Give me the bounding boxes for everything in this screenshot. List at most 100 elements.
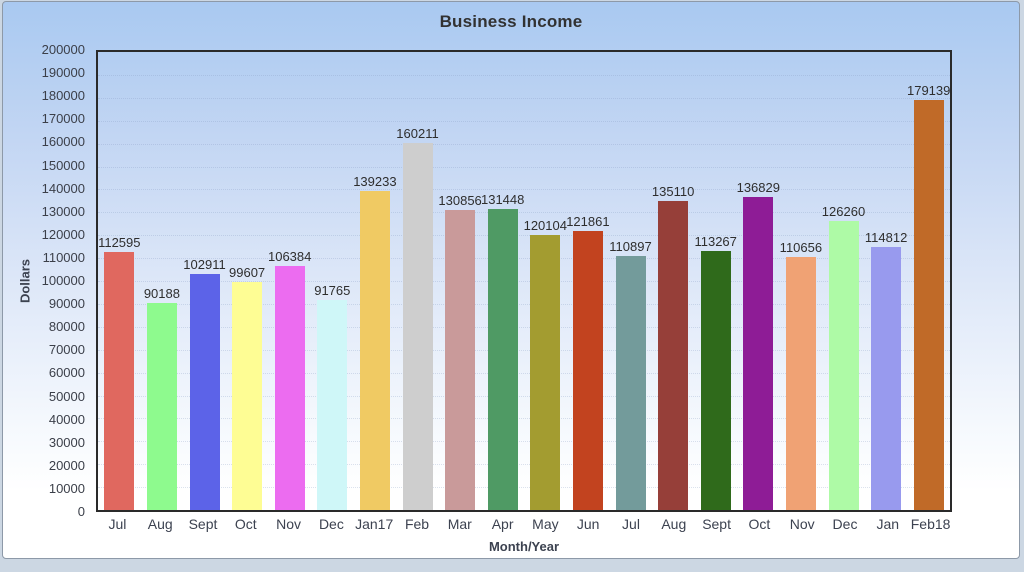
x-tick-label: May [532, 516, 559, 532]
plot-area: 112595 90188 102911 99607 106384 91765 139233 1… [96, 50, 952, 512]
y-tick-label: 80000 [48, 319, 85, 335]
y-tick-label: 180000 [41, 88, 85, 104]
bar-19-feb18 [913, 99, 944, 510]
bar-value-label: 112595 [98, 235, 141, 251]
x-tick-label: Jul [622, 516, 640, 532]
bar-6-jan17 [359, 191, 390, 510]
x-tick-label: Nov [789, 516, 815, 532]
bar-value-label: 120104 [523, 217, 567, 233]
gridline [98, 166, 950, 168]
bar-13-aug [658, 200, 689, 510]
bar-value-label: 90188 [143, 286, 180, 302]
x-tick-label: Nov [276, 516, 302, 532]
x-axis-title: Month/Year [488, 539, 560, 554]
gridline [98, 143, 950, 145]
bar-18-jan [871, 247, 902, 510]
bar-value-label: 99607 [229, 264, 266, 280]
bar-value-label: 113267 [694, 233, 737, 249]
x-tick-label: Jun [576, 516, 600, 532]
y-tick-label: 60000 [48, 365, 85, 381]
gridline [98, 418, 950, 420]
gridline [98, 281, 950, 282]
y-tick-label: 130000 [41, 203, 85, 219]
y-tick-label: 140000 [41, 180, 85, 196]
x-tick-label: Oct [234, 516, 257, 532]
x-tick-label: Jan [876, 516, 900, 532]
bar-10-may [530, 234, 561, 510]
x-tick-label: Jul [108, 516, 127, 532]
bar-value-label: 130856 [438, 193, 482, 209]
bar-5-dec [317, 299, 348, 510]
x-tick-label: Mar [447, 516, 472, 532]
y-tick-label: 70000 [48, 342, 85, 358]
x-tick-label: Feb18 [910, 516, 951, 532]
gridline [98, 189, 950, 191]
y-tick-label: 150000 [41, 157, 85, 173]
y-tick-label: 20000 [48, 457, 85, 473]
x-tick-label: Jan17 [355, 516, 394, 532]
bar-16-nov [785, 256, 816, 510]
bar-value-label: 126260 [821, 203, 866, 219]
bar-9-apr [487, 208, 518, 510]
gridline [98, 395, 950, 397]
bar-value-label: 102911 [183, 257, 226, 273]
bar-0-jul [104, 252, 135, 510]
bar-17-dec [828, 220, 859, 510]
bar-value-label: 114812 [864, 230, 908, 246]
y-tick-label: 10000 [48, 480, 85, 496]
gridline [98, 326, 950, 328]
bar-7-feb [402, 143, 433, 510]
y-tick-label: 50000 [48, 388, 85, 404]
x-axis-tick-labels: Jul Aug Sept Oct Nov Dec Jan17 Feb Mar Apr May Jun J… [96, 516, 952, 534]
x-tick-label: Dec [832, 516, 858, 532]
gridline [98, 212, 950, 214]
y-tick-label: 190000 [41, 65, 85, 81]
bar-value-label: 179139 [906, 82, 951, 98]
y-tick-label: 90000 [48, 296, 85, 312]
bar-value-label: 121861 [566, 213, 610, 229]
x-tick-label: Aug [661, 516, 687, 532]
y-axis-tick-labels: 200000 190000 180000 170000 160000 150000 1400… [3, 43, 88, 519]
bar-value-label: 135110 [651, 183, 695, 199]
gridline [98, 349, 950, 351]
x-tick-label: Feb [404, 516, 430, 532]
gridline [98, 487, 950, 489]
bar-2-sept [189, 274, 220, 510]
x-tick-label: Aug [147, 516, 173, 532]
x-tick-label: Apr [491, 516, 514, 532]
bar-value-label: 160211 [396, 126, 439, 142]
bar-value-label: 136829 [736, 179, 780, 195]
bar-3-oct [232, 281, 263, 510]
y-tick-label: 100000 [41, 273, 85, 288]
gridline [98, 441, 950, 443]
bar-value-label: 110656 [779, 239, 823, 255]
bar-value-label: 91765 [314, 282, 351, 298]
chart-panel: Business Income Dollars 200000 190000 1800… [2, 1, 1020, 559]
y-tick-label: 160000 [41, 134, 85, 150]
bar-15-oct [743, 196, 774, 510]
x-tick-label: Sept [702, 516, 731, 532]
gridline [98, 74, 950, 76]
bar-4-nov [274, 266, 305, 510]
x-tick-label: Dec [318, 516, 344, 532]
bar-8-mar [445, 210, 476, 510]
gridline [98, 120, 950, 122]
y-tick-label: 170000 [41, 111, 85, 127]
y-tick-label: 200000 [41, 42, 85, 57]
bar-value-label: 106384 [267, 249, 312, 265]
gridline [98, 97, 950, 99]
y-tick-label: 110000 [42, 249, 85, 265]
y-tick-label: 40000 [48, 411, 85, 427]
y-tick-label: 120000 [41, 226, 85, 242]
bar-value-label: 131448 [480, 191, 525, 207]
gridline [98, 372, 950, 374]
gridline [98, 258, 950, 260]
y-tick-label: 0 [77, 504, 85, 519]
bar-value-label: 110897 [609, 239, 652, 255]
x-tick-label: Oct [748, 516, 771, 532]
bar-value-label: 139233 [353, 174, 397, 190]
gridline [98, 464, 950, 466]
bar-1-aug [146, 303, 177, 510]
chart-title: Business Income [439, 12, 583, 31]
x-tick-label: Sept [188, 516, 218, 532]
